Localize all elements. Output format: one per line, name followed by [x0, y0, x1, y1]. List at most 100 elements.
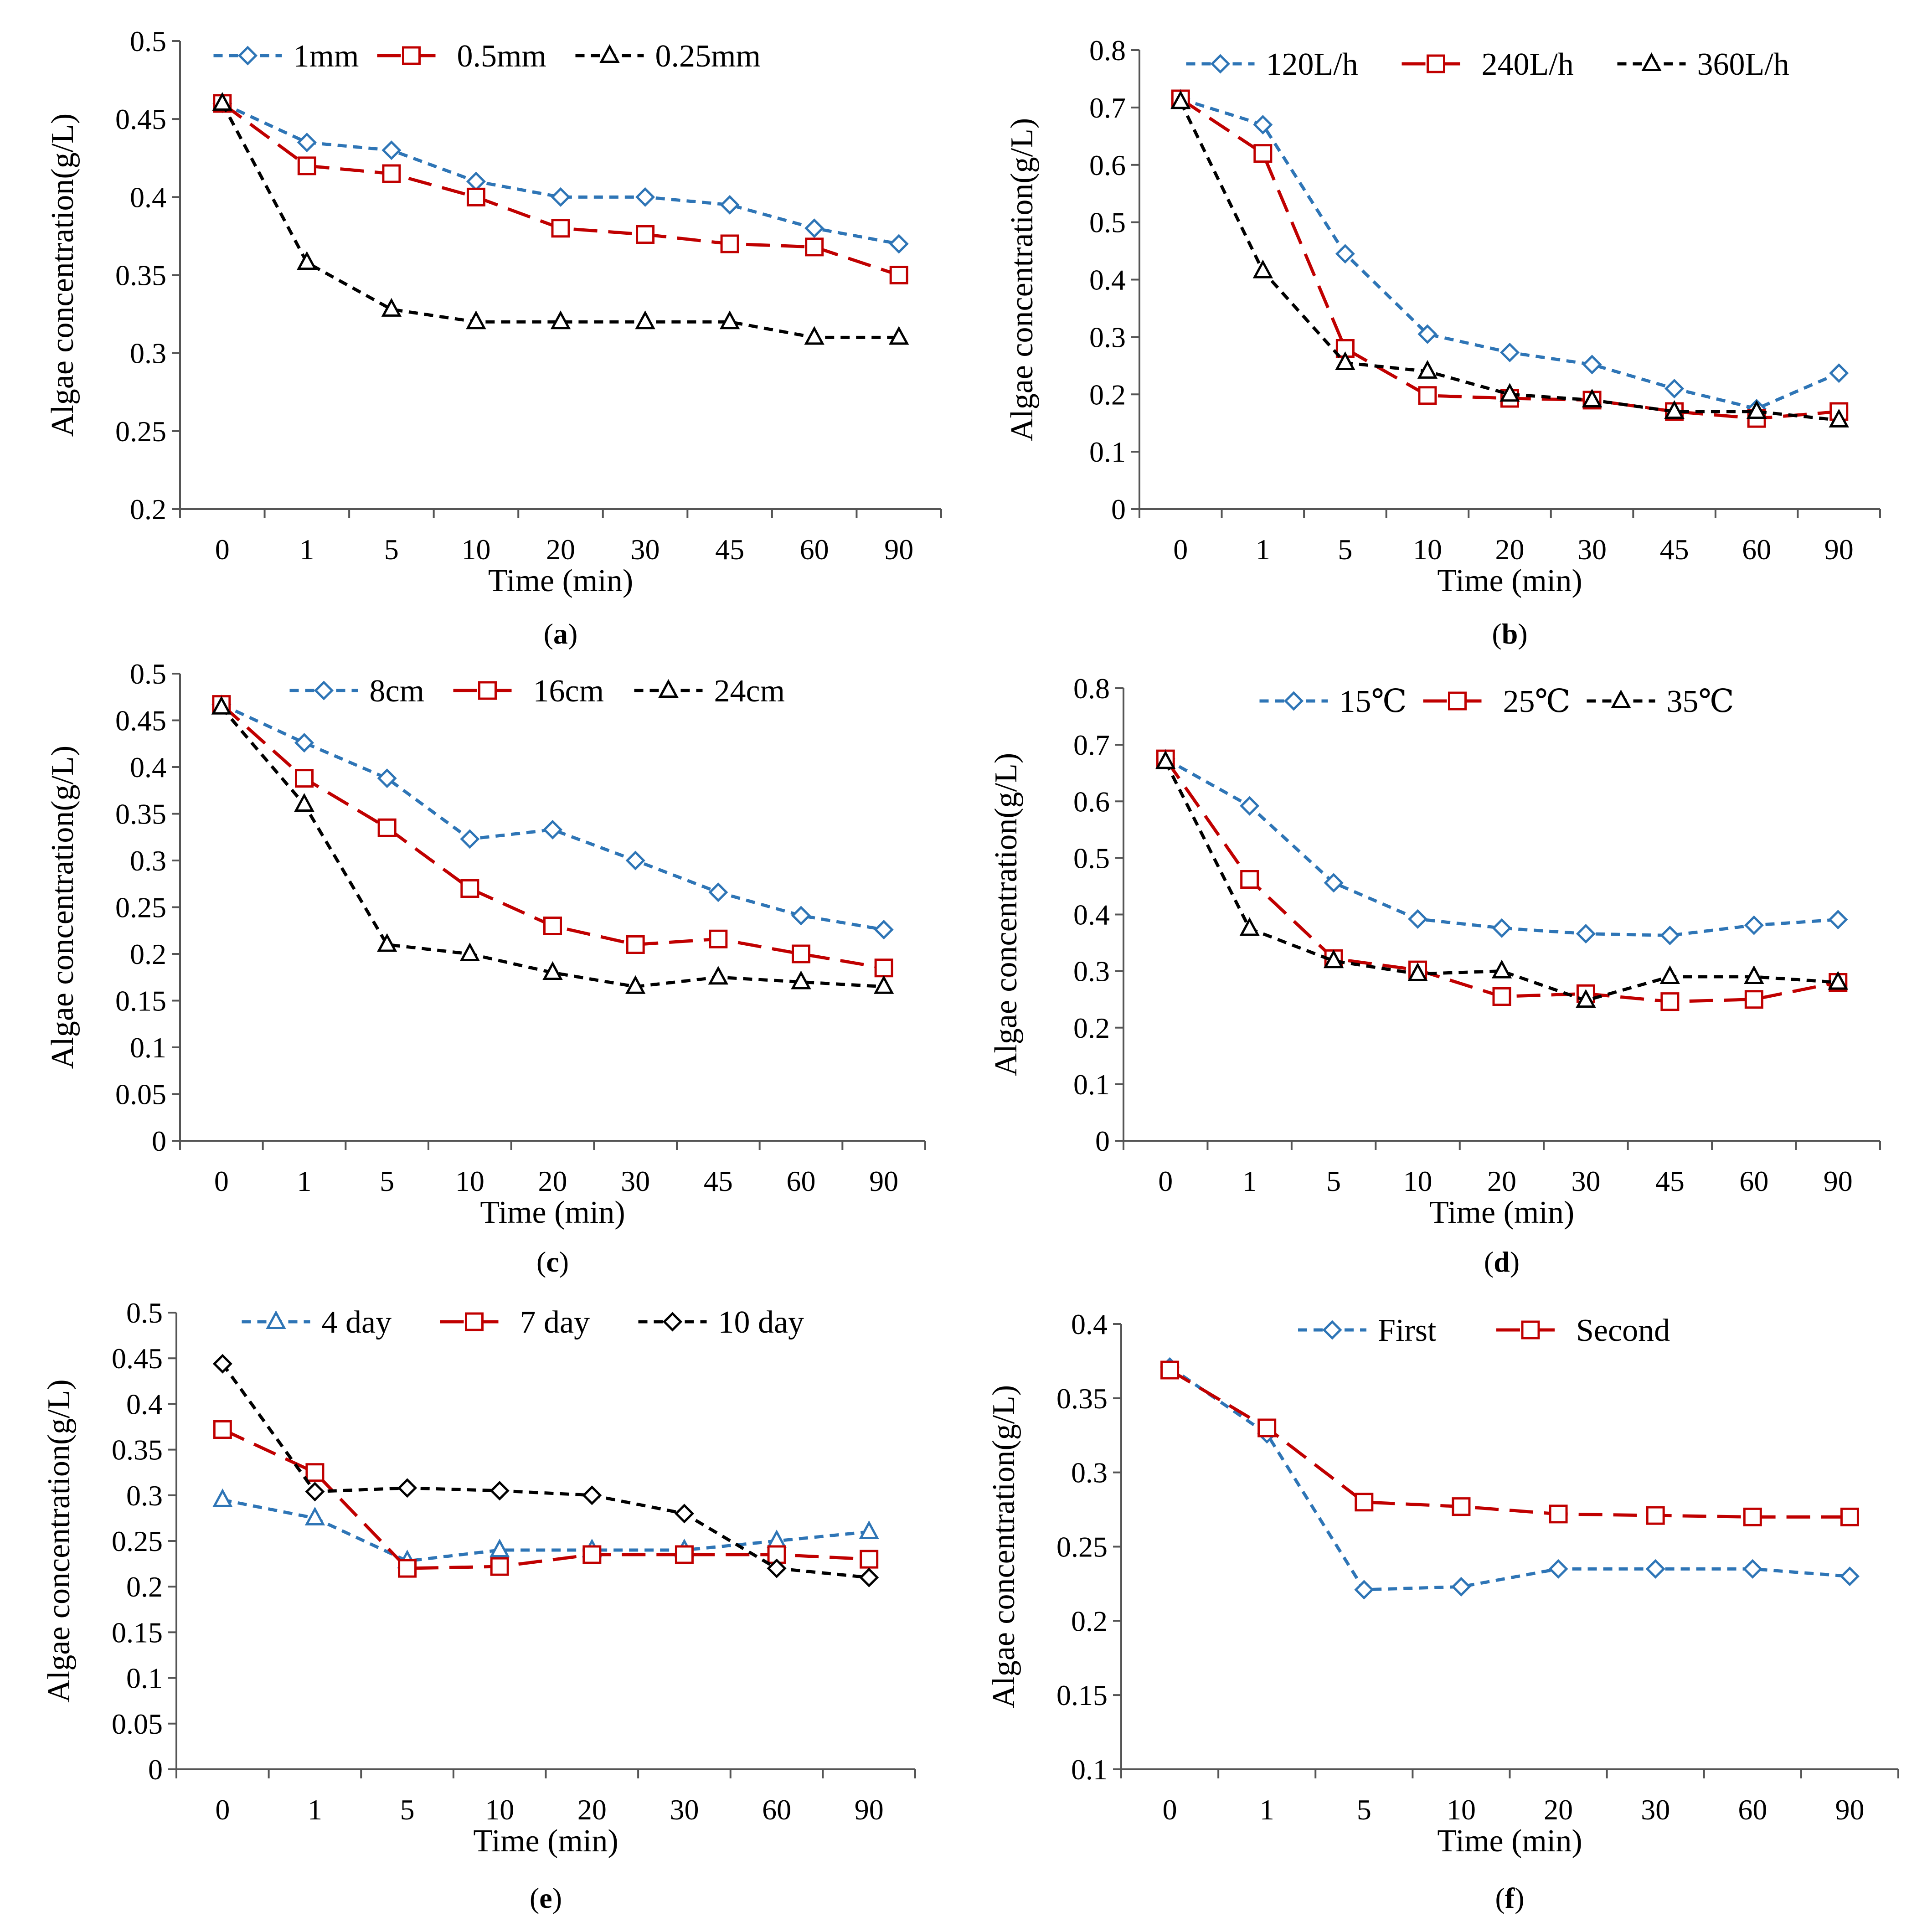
- series-line: [1179, 101, 1840, 422]
- data-point-marker: [1253, 144, 1273, 163]
- x-tick-label: 30: [1641, 1793, 1670, 1826]
- legend-label: 16cm: [533, 674, 604, 709]
- caption-open-paren: (: [530, 1882, 539, 1914]
- data-point-marker: [212, 1354, 232, 1374]
- legend-swatch-marker: [237, 46, 258, 66]
- data-point-marker: [489, 1538, 510, 1558]
- data-point-marker: [1417, 360, 1438, 379]
- y-tick-label: 0.3: [130, 845, 166, 877]
- y-axis-title: Algae concentration(g/L): [989, 753, 1024, 1076]
- data-point-marker: [791, 970, 811, 989]
- data-point-marker: [550, 310, 571, 330]
- data-point-marker: [466, 310, 486, 330]
- series-2: [211, 696, 894, 994]
- series-2: [1170, 90, 1849, 428]
- data-point-marker: [719, 310, 740, 330]
- data-point-marker: [792, 944, 810, 963]
- caption-close-paren: ): [559, 1246, 569, 1278]
- y-tick-label: 0.5: [130, 25, 166, 57]
- data-point-marker: [1548, 1559, 1568, 1579]
- y-tick-label: 0.3: [130, 337, 166, 370]
- y-tick-label: 0.35: [112, 1434, 163, 1466]
- legend-label: First: [1378, 1313, 1437, 1348]
- y-tick-label: 0.3: [1071, 1457, 1108, 1489]
- x-tick-label: 10: [1413, 533, 1442, 566]
- series-1: [213, 1420, 879, 1578]
- legend-label: 0.5mm: [457, 39, 546, 74]
- series-line: [222, 1498, 870, 1563]
- series-1: [213, 94, 908, 284]
- data-point-marker: [382, 164, 401, 183]
- y-tick-label: 0.6: [1073, 785, 1110, 818]
- data-point-marker: [1354, 1580, 1374, 1600]
- panel-caption: (b): [1492, 618, 1527, 650]
- x-tick-label: 60: [762, 1793, 791, 1826]
- series-1: [1160, 1360, 1859, 1526]
- legend-swatch-marker: [266, 1310, 286, 1329]
- y-tick-label: 0.5: [130, 658, 166, 690]
- y-tick-label: 0.4: [126, 1388, 163, 1420]
- x-tick-label: 5: [380, 1165, 394, 1197]
- data-point-marker: [635, 310, 655, 330]
- legend-swatch-marker: [314, 680, 334, 701]
- data-point-marker: [1664, 400, 1685, 419]
- legend-label: 10 day: [718, 1305, 804, 1340]
- legend: 4 day 7 day 10 day: [242, 1305, 804, 1340]
- caption-open-paren: (: [1492, 618, 1501, 650]
- data-point-marker: [804, 326, 824, 345]
- legend: First Second: [1298, 1313, 1670, 1348]
- x-tick-label: 20: [538, 1165, 567, 1197]
- y-tick-label: 0.1: [126, 1662, 163, 1695]
- y-tick-label: 0.5: [1073, 842, 1110, 874]
- data-point-marker: [1452, 1497, 1471, 1516]
- data-point-marker: [767, 1545, 786, 1564]
- data-point-marker: [1324, 873, 1344, 893]
- data-point-marker: [709, 929, 728, 948]
- x-tick-label: 60: [1742, 533, 1771, 566]
- series-line: [1169, 1365, 1850, 1592]
- caption-open-paren: (: [544, 618, 553, 650]
- data-point-marker: [635, 187, 655, 207]
- y-tick-label: 0.4: [130, 181, 166, 213]
- legend-swatch-marker: [1322, 1320, 1342, 1340]
- x-tick-label: 0: [215, 533, 230, 566]
- series-2: [1155, 750, 1848, 1008]
- data-point-marker: [874, 958, 893, 978]
- data-point-marker: [1576, 924, 1596, 944]
- legend-swatch-marker: [658, 679, 679, 698]
- x-axis-title: Time (min): [1429, 1195, 1574, 1230]
- x-axis-title: Time (min): [480, 1195, 625, 1230]
- x-tick-label: 0: [1158, 1165, 1173, 1197]
- y-axis-title: Algae concentration(g/L): [41, 1379, 77, 1702]
- data-point-marker: [889, 326, 909, 345]
- y-tick-label: 0.8: [1073, 672, 1110, 705]
- panel-caption: (e): [530, 1882, 562, 1914]
- data-point-marker: [889, 234, 909, 254]
- data-point-marker: [1335, 244, 1355, 264]
- x-tick-label: 20: [577, 1793, 607, 1826]
- data-point-marker: [636, 225, 655, 244]
- series-line: [221, 1363, 870, 1579]
- y-tick-label: 0.2: [126, 1571, 163, 1603]
- x-axis-title: Time (min): [1437, 1824, 1582, 1859]
- data-point-marker: [1840, 1566, 1860, 1587]
- chart-panel-a: 0.2 0.25 0.3 0.35 0.4 0.45 0.5 0 1 5 10 20 30 45 60 90 T…: [45, 25, 942, 650]
- y-tick-label: 0.5: [1089, 206, 1126, 239]
- panel-caption: (a): [544, 618, 578, 650]
- data-point-marker: [1829, 363, 1849, 383]
- caption-open-paren: (: [1484, 1246, 1494, 1278]
- data-point-marker: [398, 1559, 417, 1578]
- y-tick-label: 0: [1095, 1125, 1110, 1157]
- y-tick-label: 0: [148, 1753, 163, 1786]
- y-tick-label: 0.1: [1089, 436, 1126, 468]
- series-line: [1169, 1368, 1850, 1519]
- data-point-marker: [1828, 971, 1848, 990]
- series-line: [221, 103, 899, 339]
- y-tick-label: 0.3: [1089, 321, 1126, 353]
- caption-letter: b: [1502, 618, 1518, 650]
- legend-label: 120L/h: [1266, 47, 1358, 82]
- chart-panel-b: 0 0.1 0.2 0.3 0.4 0.5 0.6 0.7 0.8 0 1 5 10 20 30 45 60 90…: [1005, 34, 1881, 650]
- data-point-marker: [381, 298, 402, 317]
- x-tick-label: 30: [621, 1165, 650, 1197]
- y-tick-label: 0.4: [1073, 899, 1110, 931]
